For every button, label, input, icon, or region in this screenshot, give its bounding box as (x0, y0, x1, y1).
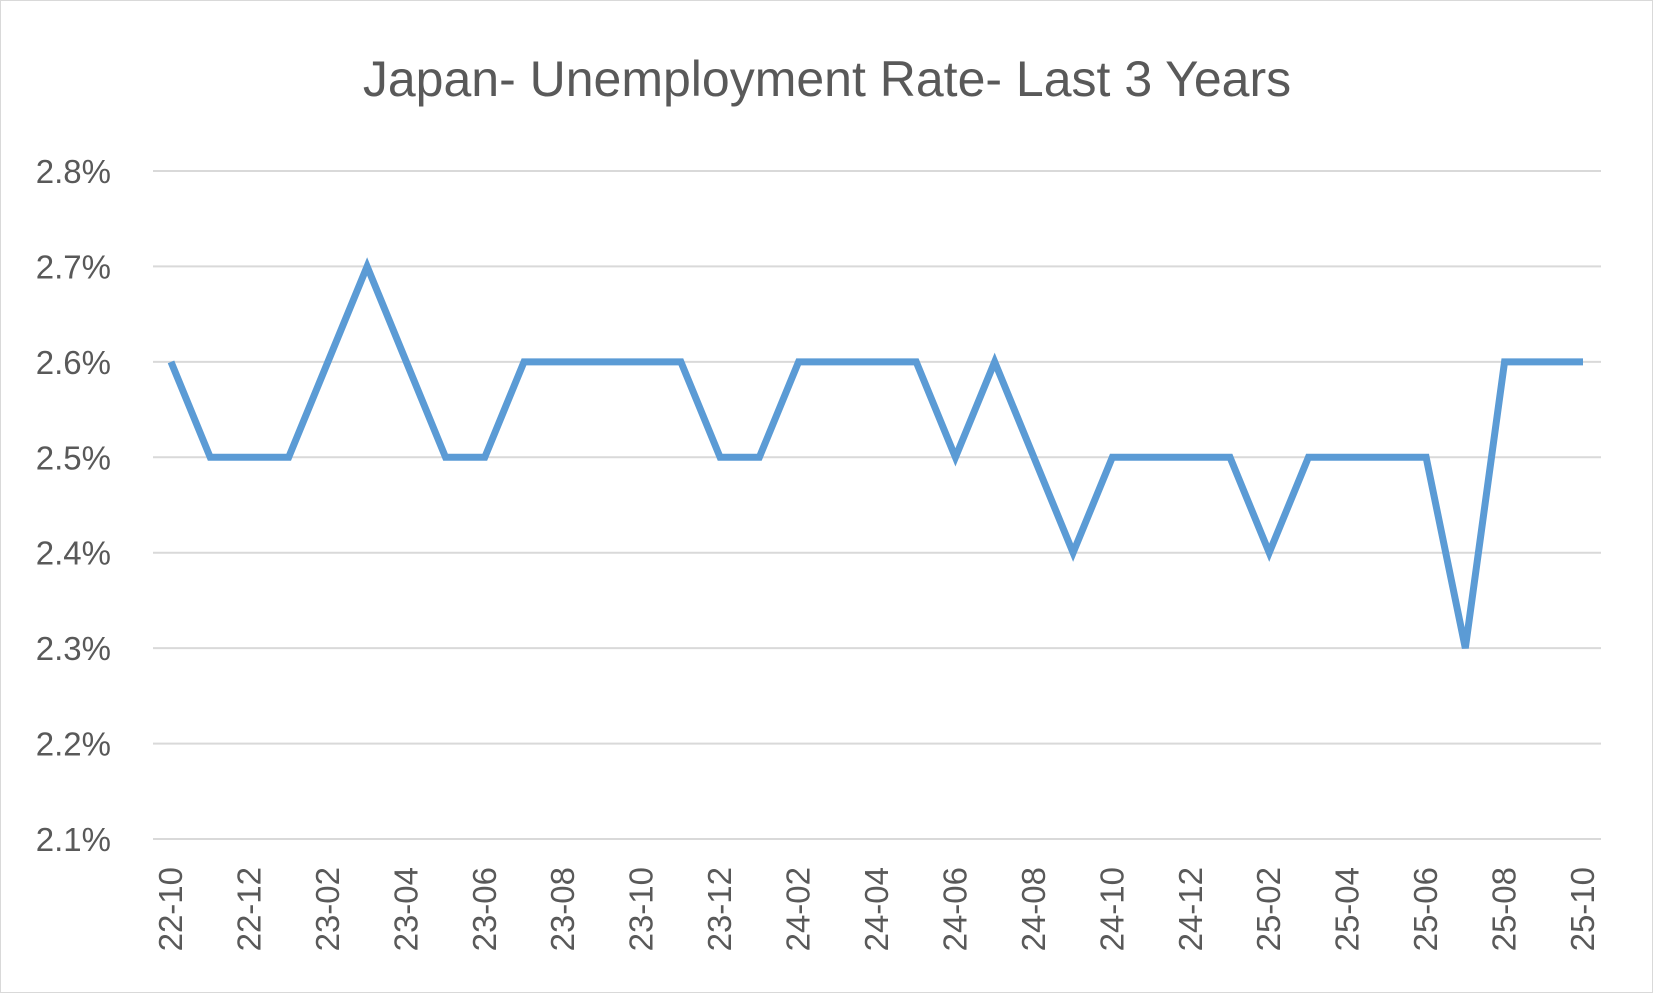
x-tick-label: 23-12 (701, 867, 738, 951)
x-tick-label: 25-10 (1564, 867, 1601, 951)
x-tick-label: 23-06 (466, 867, 503, 951)
x-tick-label: 25-06 (1407, 867, 1444, 951)
x-tick-label: 22-10 (152, 867, 189, 951)
series-line (167, 257, 1583, 649)
y-axis-tick-labels: 2.1% 2.2% 2.3% 2.4% 2.5% 2.6% 2.7% 2.8% (36, 153, 111, 858)
y-tick-label: 2.8% (36, 153, 111, 190)
x-tick-label: 23-02 (309, 867, 346, 951)
y-tick-label: 2.5% (36, 439, 111, 476)
y-tick-label: 2.6% (36, 344, 111, 381)
x-tick-label: 25-02 (1250, 867, 1287, 951)
y-tick-label: 2.4% (36, 535, 111, 572)
x-tick-label: 24-08 (1015, 867, 1052, 951)
y-tick-label: 2.2% (36, 726, 111, 763)
x-tick-label: 24-12 (1172, 867, 1209, 951)
x-tick-label: 24-04 (858, 867, 895, 951)
x-tick-label: 23-10 (623, 867, 660, 951)
series-layer (167, 257, 1583, 649)
chart-title: Japan- Unemployment Rate- Last 3 Years (363, 51, 1291, 107)
x-tick-label: 23-08 (544, 867, 581, 951)
x-tick-label: 22-12 (230, 867, 267, 951)
y-tick-label: 2.3% (36, 630, 111, 667)
y-tick-label: 2.7% (36, 248, 111, 285)
x-tick-label: 25-04 (1329, 867, 1366, 951)
x-tick-label: 25-08 (1486, 867, 1523, 951)
x-tick-label: 24-06 (936, 867, 973, 951)
x-axis-tick-labels: 22-10 22-12 23-02 23-04 23-06 23-08 23-10 23-12… (152, 867, 1601, 951)
x-tick-label: 23-04 (387, 867, 424, 951)
x-tick-label: 24-10 (1093, 867, 1130, 951)
x-tick-label: 24-02 (780, 867, 817, 951)
y-tick-label: 2.1% (36, 821, 111, 858)
